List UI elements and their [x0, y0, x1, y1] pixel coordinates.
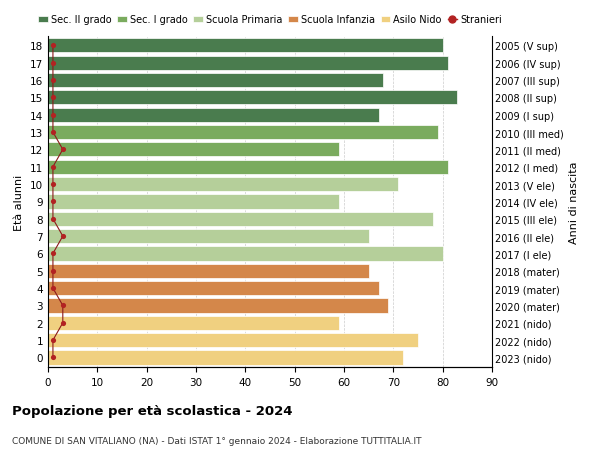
- Text: Popolazione per età scolastica - 2024: Popolazione per età scolastica - 2024: [12, 404, 293, 417]
- Point: [58, 233, 68, 240]
- Point: [48, 216, 58, 223]
- Text: COMUNE DI SAN VITALIANO (NA) - Dati ISTAT 1° gennaio 2024 - Elaborazione TUTTITA: COMUNE DI SAN VITALIANO (NA) - Dati ISTA…: [12, 436, 421, 445]
- Bar: [48, 91, 457, 105]
- Bar: [48, 281, 379, 296]
- Point: [48, 198, 58, 206]
- Bar: [48, 108, 379, 123]
- Y-axis label: Età alunni: Età alunni: [14, 174, 25, 230]
- Point: [48, 43, 58, 50]
- Bar: [48, 333, 418, 347]
- Point: [48, 285, 58, 292]
- Bar: [48, 160, 448, 174]
- Bar: [48, 74, 383, 88]
- Point: [48, 354, 58, 361]
- Point: [48, 95, 58, 102]
- Bar: [48, 212, 433, 226]
- Point: [58, 319, 68, 327]
- Bar: [48, 351, 403, 365]
- Bar: [48, 247, 443, 261]
- Bar: [48, 143, 339, 157]
- Point: [48, 112, 58, 119]
- Point: [48, 164, 58, 171]
- Point: [48, 337, 58, 344]
- Bar: [48, 316, 339, 330]
- Point: [48, 77, 58, 84]
- Point: [58, 302, 68, 309]
- Bar: [48, 126, 438, 140]
- Point: [48, 250, 58, 257]
- Y-axis label: Anni di nascita: Anni di nascita: [569, 161, 579, 243]
- Bar: [48, 195, 339, 209]
- Point: [48, 268, 58, 275]
- Legend: Sec. II grado, Sec. I grado, Scuola Primaria, Scuola Infanzia, Asilo Nido, Stran: Sec. II grado, Sec. I grado, Scuola Prim…: [38, 15, 502, 25]
- Bar: [48, 39, 443, 53]
- Point: [58, 146, 68, 154]
- Point: [48, 60, 58, 67]
- Bar: [48, 56, 448, 71]
- Bar: [48, 299, 388, 313]
- Bar: [48, 178, 398, 192]
- Point: [48, 181, 58, 188]
- Bar: [48, 230, 368, 244]
- Bar: [48, 264, 368, 278]
- Point: [48, 129, 58, 136]
